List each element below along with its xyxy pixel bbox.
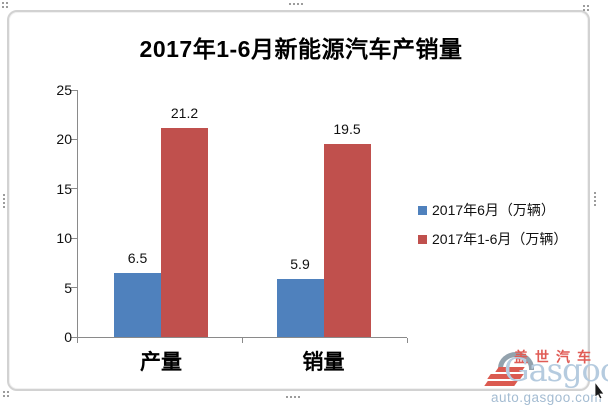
gasgoo-arc-icon xyxy=(498,352,534,370)
gasgoo-url: auto.gasgoo.com xyxy=(491,390,603,405)
bar-data-label: 6.5 xyxy=(127,249,148,266)
y-axis-tick xyxy=(71,188,77,190)
legend-label: 2017年1-6月（万辆） xyxy=(432,231,568,247)
mouse-cursor-icon xyxy=(594,381,605,399)
bar-data-label: 19.5 xyxy=(333,121,361,138)
gasgoo-brand-english: Gasgoo xyxy=(504,351,608,389)
x-axis-category-label: 产量 xyxy=(140,351,182,374)
legend-swatch-icon xyxy=(418,205,427,215)
y-axis-tick-label: 5 xyxy=(64,279,72,296)
legend[interactable]: 2017年6月（万辆） 2017年1-6月（万辆） xyxy=(418,202,567,260)
y-axis-tick xyxy=(71,89,77,91)
legend-item[interactable]: 2017年6月（万辆） xyxy=(418,202,567,218)
y-axis-line xyxy=(77,90,78,338)
bar-data-label: 5.9 xyxy=(290,255,310,272)
resize-handle-mid-right[interactable] xyxy=(593,191,597,207)
y-axis-tick xyxy=(71,287,77,289)
y-axis-tick-label: 15 xyxy=(56,180,72,197)
bar-jan-jun-sales[interactable] xyxy=(323,144,371,337)
legend-label: 2017年6月（万辆） xyxy=(432,202,555,218)
y-axis-tick-label: 10 xyxy=(56,230,72,247)
resize-handle-bottom-left[interactable] xyxy=(2,390,10,398)
bar-june-production[interactable] xyxy=(114,272,161,337)
x-axis-line xyxy=(77,337,407,338)
x-axis-tick xyxy=(77,338,78,343)
y-axis-tick xyxy=(71,336,77,338)
x-axis-category-label: 销量 xyxy=(302,351,345,374)
legend-item[interactable]: 2017年1-6月（万辆） xyxy=(418,231,567,247)
gasgoo-watermark: 盖世汽车 Gasgoo auto.gasgoo.com xyxy=(483,347,608,406)
gasgoo-brand-chinese: 盖世汽车 xyxy=(514,349,598,365)
chart-frame[interactable] xyxy=(7,10,590,391)
resize-handle-top-right[interactable] xyxy=(582,4,590,12)
resize-handle-bottom-center[interactable] xyxy=(285,395,301,399)
y-axis-tick xyxy=(71,138,77,140)
x-axis-tick xyxy=(406,338,408,343)
bar-data-label: 21.2 xyxy=(170,104,199,121)
y-axis-tick-label: 0 xyxy=(64,329,72,345)
resize-handle-top-center[interactable] xyxy=(288,2,304,6)
x-axis-tick xyxy=(241,338,243,343)
resize-handle-top-left[interactable] xyxy=(1,1,9,9)
bar-jan-jun-production[interactable] xyxy=(161,127,208,337)
y-axis-tick xyxy=(71,237,77,239)
chart-title[interactable]: 2017年1-6月新能源汽车产销量 xyxy=(139,36,463,62)
legend-swatch-icon xyxy=(418,234,427,244)
bar-june-sales[interactable] xyxy=(276,278,324,337)
y-axis-tick-label: 25 xyxy=(56,82,72,98)
resize-handle-mid-left[interactable] xyxy=(2,193,6,209)
y-axis-tick-label: 20 xyxy=(56,131,72,148)
